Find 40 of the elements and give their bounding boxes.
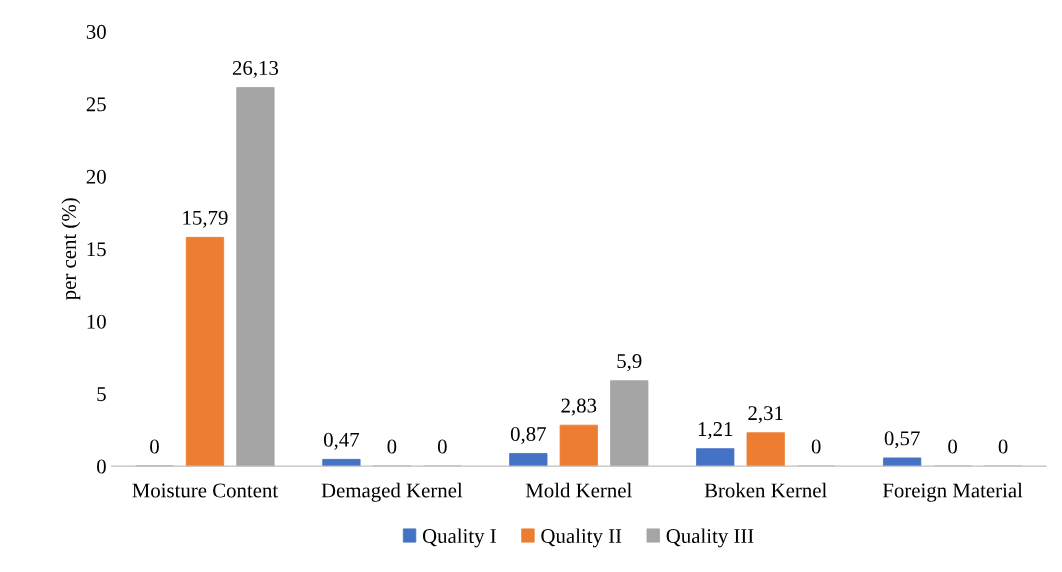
y-tick-label: 30 [86,24,106,39]
data-label: 26,13 [232,60,279,78]
data-label: 0 [998,439,1008,454]
data-label: 0 [387,439,397,454]
data-label: 0,47 [323,432,360,450]
bar [746,432,785,467]
legend-label: Quality I [422,528,496,548]
y-tick-label: 25 [86,97,106,112]
legend-label: Quality III [666,528,754,548]
data-label: 15,79 [183,210,228,228]
x-tick-label: Demaged Kernel [321,482,463,502]
bar [696,448,735,467]
x-tick-label: Broken Kernel [704,482,827,498]
data-label: 0 [437,439,447,454]
y-tick-label: 20 [86,169,106,184]
data-label: 0,57 [884,431,920,449]
bar [236,87,275,467]
bar [509,453,548,467]
y-tick-label: 10 [87,314,106,329]
x-tick-label: Moisture Content [132,483,279,498]
bar [322,458,361,467]
bar [610,380,649,467]
y-axis-title: per cent (%) [61,198,81,300]
data-label: 0,87 [510,426,546,445]
bar [185,236,225,467]
data-label: 2,31 [748,406,783,424]
x-tick-label: Foreign Material [882,482,1023,502]
y-tick-label: 15 [87,242,106,257]
data-label: 5,9 [617,354,642,372]
data-label: 0 [811,439,821,454]
y-tick-label: 0 [97,459,106,474]
legend-label: Quality II [541,528,622,548]
data-label: 1,21 [698,422,733,440]
x-tick-label: Mold Kernel [525,482,632,498]
data-label: 0 [150,439,159,454]
bar [883,457,922,467]
bar [559,424,598,467]
data-label: 2,83 [561,398,597,416]
y-tick-label: 5 [97,387,106,402]
data-label: 0 [948,439,958,454]
